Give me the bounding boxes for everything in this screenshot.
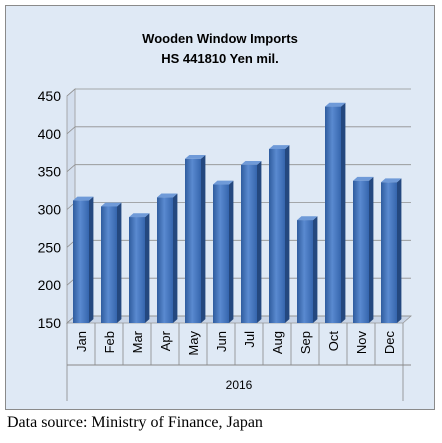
bar-front [101, 206, 117, 323]
bar-top [73, 196, 94, 201]
bar-top [185, 154, 206, 159]
bar-side [145, 213, 150, 323]
bar-front [381, 182, 397, 323]
bar-front [73, 200, 89, 323]
bar-top [101, 202, 122, 207]
bar-nov [353, 176, 374, 323]
bar-side [173, 193, 178, 323]
y-tick-label: 150 [38, 315, 62, 331]
bar-jul [241, 161, 262, 323]
bar-top [129, 213, 150, 218]
x-tick-label: Jun [214, 331, 229, 352]
bar-top [353, 176, 374, 181]
bar-side [201, 154, 206, 323]
bar-aug [269, 145, 290, 323]
bar-front [129, 217, 145, 323]
y-tick-label: 250 [38, 239, 62, 255]
bar-top [269, 145, 290, 149]
chart-title-line-2: HS 441810 Yen mil. [161, 51, 279, 66]
gridline-side [66, 88, 76, 97]
bar-side [89, 196, 94, 323]
y-tick-label: 300 [38, 202, 62, 218]
y-tick-label: 350 [38, 164, 62, 180]
bar-dec [381, 178, 402, 323]
bar-side [117, 202, 122, 323]
gridline-side [66, 164, 76, 172]
x-axis: Jan Feb Mar Apr May Jun Jul Aug Sep Oct Nov Dec [66, 323, 404, 401]
bar-front [241, 164, 257, 323]
bar-top [241, 161, 262, 165]
bar-side [341, 102, 346, 323]
x-tick-label: Sep [298, 331, 313, 354]
bar-may [185, 154, 206, 323]
gridline-side [66, 126, 76, 135]
bar-side [313, 216, 318, 323]
x-tick-label: Nov [354, 331, 369, 355]
bar-feb [101, 202, 122, 323]
bar-top [325, 102, 346, 107]
bar-front [157, 197, 173, 323]
x-tick-label: Oct [326, 331, 341, 352]
x-tick-label: Jul [242, 331, 257, 348]
bar-front [297, 220, 313, 323]
bar-oct [325, 102, 346, 324]
bar-jun [213, 180, 234, 323]
bar-side [285, 145, 290, 323]
x-tick-label: Apr [158, 330, 173, 351]
y-tick-label: 200 [38, 277, 62, 293]
x-axis-group-label: 2016 [226, 378, 253, 392]
bar-apr [157, 193, 178, 323]
y-axis: 150 200 250 300 350 400 450 [38, 88, 62, 331]
chart: Wooden Window Imports HS 441810 Yen mil.… [38, 31, 413, 401]
bar-jan [73, 196, 94, 323]
y-tick-label: 400 [38, 126, 62, 142]
bar-front [185, 158, 201, 323]
x-tick-label: Jan [74, 331, 89, 352]
bar-side [397, 178, 402, 323]
x-tick-label: Mar [130, 330, 145, 353]
bar-front [269, 148, 285, 323]
bar-mar [129, 213, 150, 323]
bar-sep [297, 216, 318, 323]
x-tick-label: Dec [382, 331, 397, 355]
x-tick-label: Aug [270, 331, 285, 354]
bar-side [229, 180, 234, 323]
data-source-note: Data source: Ministry of Finance, Japan [7, 414, 263, 431]
bar-front [353, 180, 369, 323]
y-tick-label: 450 [38, 88, 62, 104]
chart-title-line-1: Wooden Window Imports [142, 31, 298, 46]
bar-side [369, 176, 374, 323]
bar-front [325, 106, 341, 324]
bar-top [381, 178, 402, 183]
bar-top [297, 216, 318, 221]
bar-top [213, 180, 234, 185]
bar-front [213, 184, 229, 323]
x-tick-label: May [186, 331, 201, 356]
bar-side [257, 161, 262, 323]
x-tick-label: Feb [102, 331, 117, 353]
bar-top [157, 193, 178, 198]
bars [73, 102, 402, 324]
